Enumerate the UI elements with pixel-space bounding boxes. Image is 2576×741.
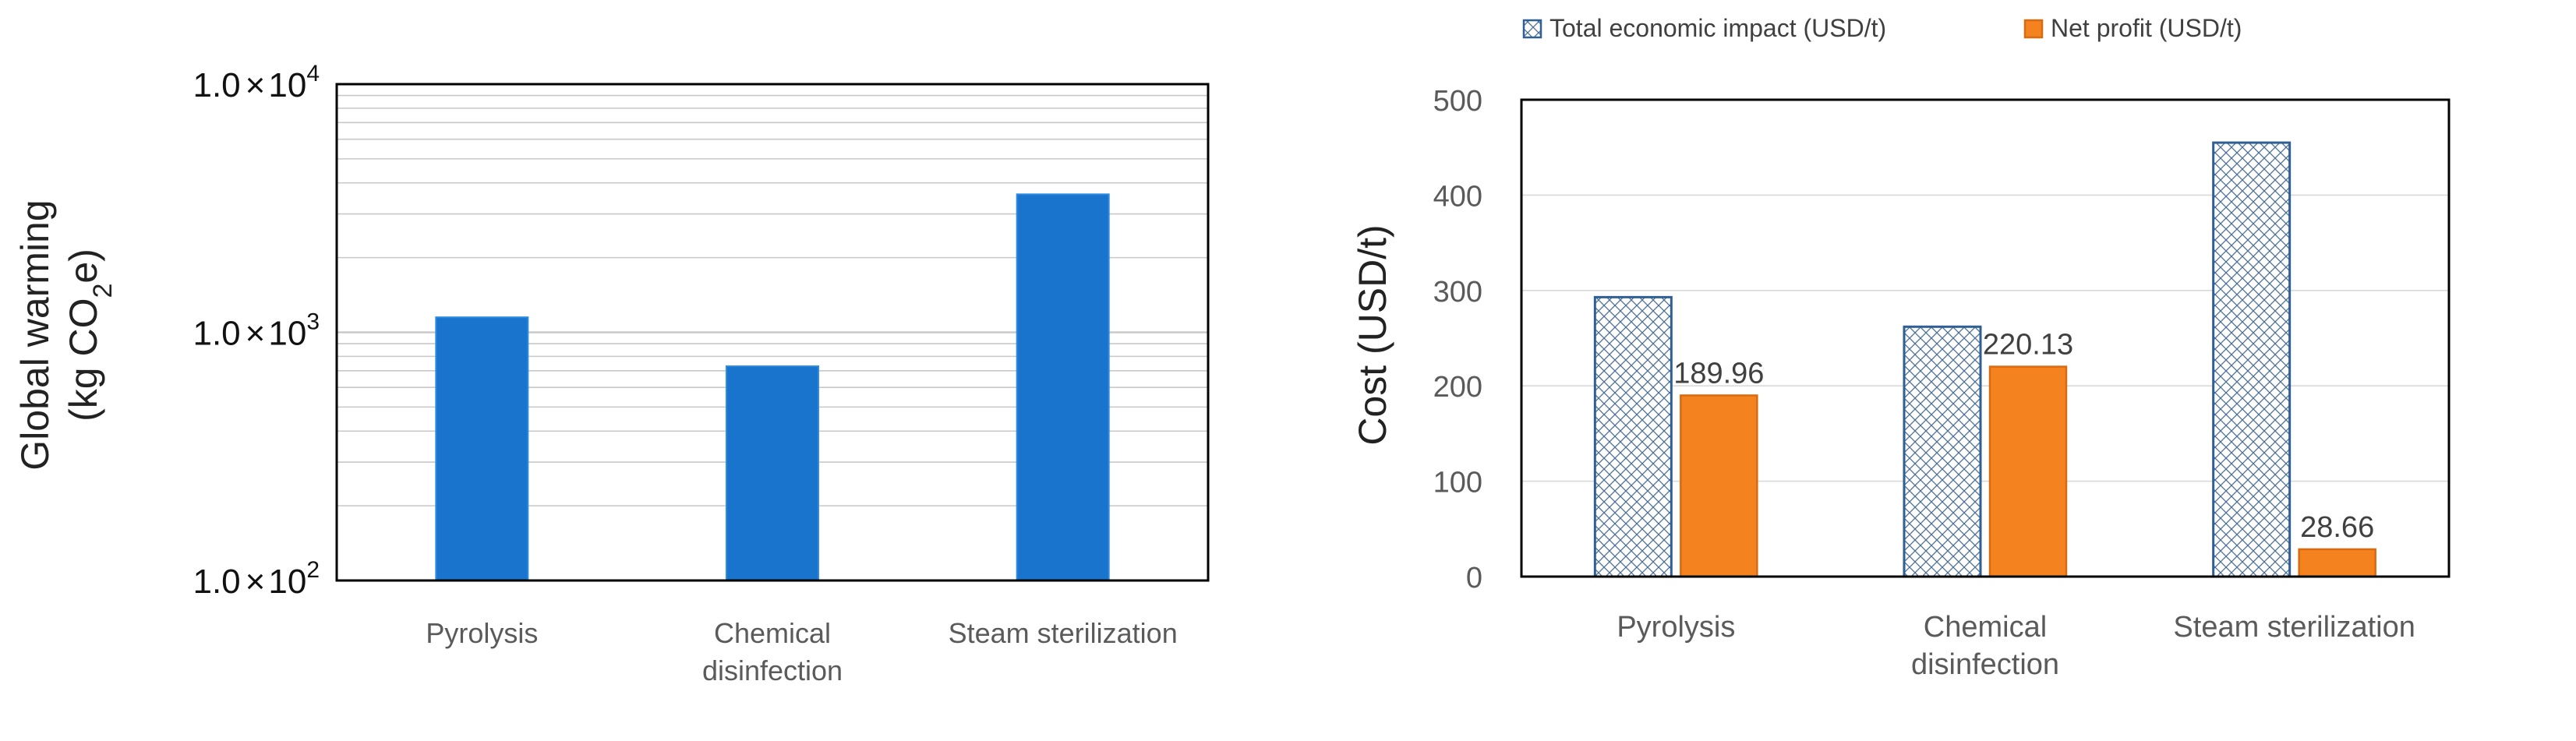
cost-y-tick-labels: 0 100 200 300 400 500: [1433, 85, 1482, 595]
gw-y-tick-label: 1.0 ×103: [193, 309, 320, 353]
gw-category-label: disinfection: [702, 655, 843, 686]
gw-y-axis-title: Global warming: [13, 199, 57, 470]
cost-data-labels: 189.96 220.13 28.66: [1673, 329, 2374, 544]
gw-category-label: Steam sterilization: [949, 617, 1178, 649]
legend-swatch-total-economic-impact: [1522, 19, 1542, 39]
cost-category-label: disinfection: [1911, 648, 2059, 681]
cost-category-label: Pyrolysis: [1617, 611, 1735, 644]
gw-y-tick-labels: 1.0 ×102 1.0 ×103 1.0 ×104: [193, 61, 320, 601]
gw-category-label: Pyrolysis: [426, 617, 538, 649]
cost-gridlines: [1521, 194, 2449, 482]
cost-y-tick-label: 300: [1433, 276, 1482, 309]
cost-bar-net-profit: [1680, 394, 1758, 578]
gw-plot-frame: [335, 83, 1210, 582]
gw-category-labels: Pyrolysis Chemical disinfection Steam steri…: [426, 617, 1177, 686]
cost-y-tick-label: 0: [1466, 562, 1482, 595]
gw-category-label: Chemical: [714, 617, 831, 649]
gw-bar: [435, 316, 529, 581]
gw-y-tick-label: 1.0 ×104: [193, 61, 320, 104]
legend-label-total-economic-impact: Total economic impact (USD/t): [1549, 14, 1886, 42]
cost-category-label: Chemical: [1924, 611, 2047, 644]
cost-y-tick-label: 100: [1433, 467, 1482, 499]
cost-bar-net-profit: [2298, 548, 2376, 578]
cost-chart: Total economic impact (USD/t) Net profit…: [1351, 14, 2451, 681]
gw-bars: [435, 193, 1110, 581]
cost-y-tick-label: 400: [1433, 180, 1482, 213]
gw-y-axis-unit: (kg CO2e): [62, 249, 118, 422]
gw-bar: [1016, 193, 1110, 581]
cost-bar-net-profit: [1988, 365, 2068, 578]
gw-y-tick-label: 1.0 ×102: [193, 557, 320, 601]
cost-bar-total-impact: [1593, 295, 1673, 578]
cost-y-tick-label: 500: [1433, 85, 1482, 118]
cost-category-label: Steam sterilization: [2173, 611, 2415, 644]
cost-data-label: 220.13: [1983, 329, 2073, 362]
gw-bar: [726, 365, 819, 581]
cost-bars: [1593, 141, 2376, 578]
legend-swatch-net-profit: [2023, 19, 2044, 39]
legend-item-total-economic-impact: Total economic impact (USD/t): [1522, 14, 1886, 42]
cost-y-tick-label: 200: [1433, 371, 1482, 404]
cost-bar-total-impact: [1903, 325, 1982, 578]
cost-plot-frame: [1520, 98, 2451, 578]
cost-bar-total-impact: [2212, 141, 2292, 578]
cost-data-label: 189.96: [1673, 357, 1764, 390]
cost-y-axis-title: Cost (USD/t): [1351, 224, 1394, 445]
cost-legend: Total economic impact (USD/t) Net profit…: [1522, 14, 2242, 42]
global-warming-chart: 1.0 ×102 1.0 ×103 1.0 ×104 Pyrolysis Chemical d…: [13, 61, 1210, 686]
legend-label-net-profit: Net profit (USD/t): [2051, 14, 2242, 42]
cost-category-labels: Pyrolysis Chemical disinfection Steam steri…: [1617, 611, 2415, 681]
legend-item-net-profit: Net profit (USD/t): [2023, 14, 2242, 42]
cost-data-label: 28.66: [2300, 511, 2374, 544]
